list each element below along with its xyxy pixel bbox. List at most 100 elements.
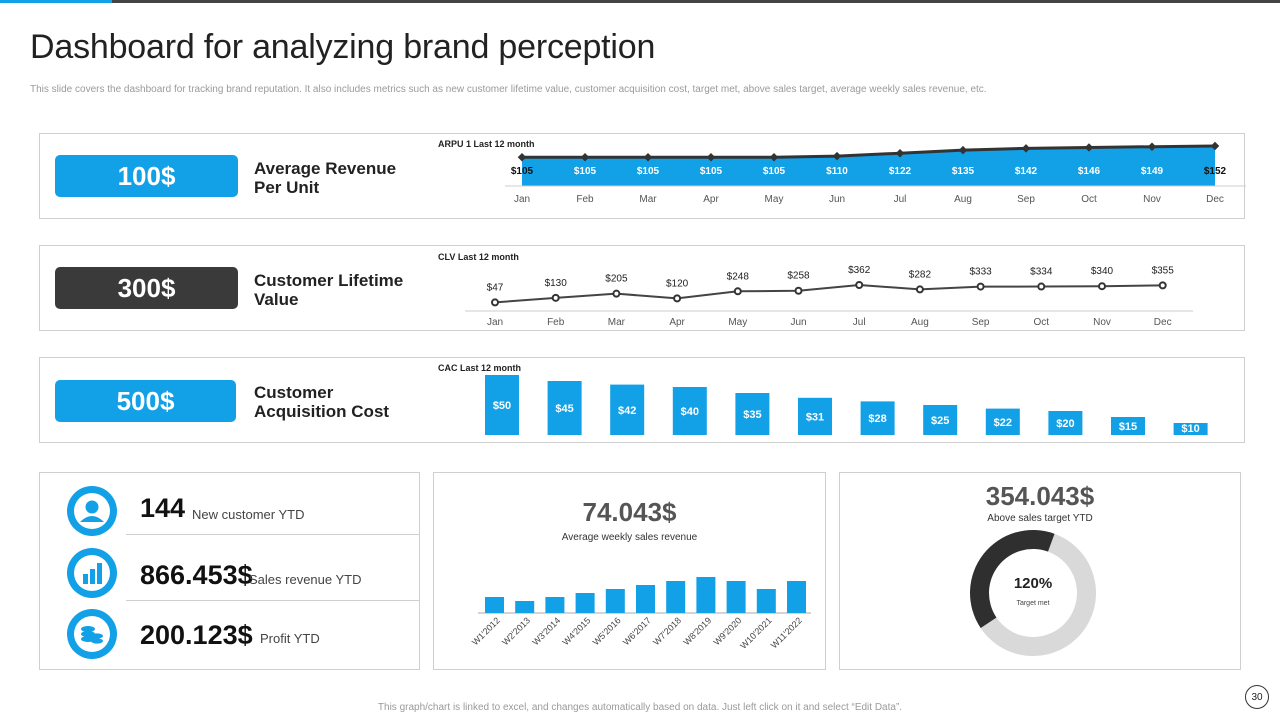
cac-data-label: $35	[743, 409, 761, 421]
weekly-bar	[666, 581, 686, 613]
target-center-value: 120%	[1013, 575, 1053, 592]
cac-bar	[672, 387, 707, 435]
clv-panel: 300$ Customer Lifetime Value CLV Last 12…	[39, 245, 1245, 331]
clv-tick-label: Sep	[972, 317, 990, 328]
cac-bar	[860, 401, 895, 435]
clv-tick-label: Aug	[911, 317, 929, 328]
user-icon	[67, 486, 117, 536]
arpu-tick-label: Aug	[954, 194, 972, 205]
weekly-bar	[515, 601, 535, 613]
clv-point	[976, 282, 985, 291]
clv-data-label: $340	[1091, 266, 1114, 277]
donut-slice	[980, 533, 1096, 656]
cac-bar	[610, 384, 645, 435]
top-rule	[0, 0, 1280, 3]
arpu-data-label: $122	[889, 166, 912, 177]
arpu-data-label: $146	[1078, 166, 1101, 177]
arpu-data-label: $105	[637, 166, 660, 177]
weekly-tick-label: W11'2022	[769, 615, 804, 650]
cac-bar-chart: $50 $45 $42 $40 $35 $31 $28 $25 $22 $20 $15 $10	[485, 375, 1208, 435]
cac-data-label: $40	[681, 406, 699, 418]
clv-point	[794, 286, 803, 295]
cac-data-label: $15	[1119, 421, 1137, 433]
sales-revenue-label: Sales revenue YTD	[249, 572, 362, 587]
stats-divider	[126, 534, 419, 535]
weekly-bar-chart: W1'2012W2'2013W3'2014W4'2015W5'2016W6'20…	[470, 577, 811, 651]
cac-data-label: $31	[806, 411, 824, 423]
page-number: 30	[1245, 685, 1269, 709]
arpu-tick-label: Mar	[639, 194, 657, 205]
arpu-data-label: $152	[1204, 166, 1227, 177]
cac-bar	[485, 375, 519, 435]
cac-bar	[1111, 417, 1145, 435]
arpu-data-label: $105	[700, 166, 723, 177]
cac-bar	[985, 408, 1020, 435]
clv-tick-label: Jan	[487, 317, 503, 328]
cac-bar	[735, 393, 770, 435]
ytd-stats-panel: 144 New customer YTD 866.453$ Sales reve…	[39, 472, 420, 670]
arpu-data-label: $142	[1015, 166, 1038, 177]
arpu-data-label: $149	[1141, 166, 1164, 177]
weekly-tick-label: W4'2015	[561, 615, 593, 647]
clv-point	[612, 289, 621, 298]
arpu-line	[522, 144, 1216, 159]
cac-data-label: $20	[1056, 418, 1074, 430]
cac-panel: 500$ Customer Acquisition Cost CAC Last …	[39, 357, 1245, 443]
arpu-kpi-box: 100$	[55, 155, 238, 197]
bar-chart-icon	[67, 548, 117, 598]
weekly-tick-label: W7'2018	[651, 615, 683, 647]
clv-point	[915, 285, 924, 294]
weekly-sales-caption: Average weekly sales revenue	[561, 532, 698, 543]
clv-point	[733, 287, 742, 296]
arpu-tick-label: Sep	[1017, 194, 1035, 205]
arpu-tick-label: Jan	[514, 194, 530, 205]
cac-kpi-label: Customer Acquisition Cost	[254, 383, 390, 421]
arpu-tick-label: Oct	[1081, 194, 1097, 205]
cac-bar	[798, 397, 832, 435]
arpu-tick-label: May	[765, 194, 784, 205]
target-caption: Above sales target YTD	[987, 513, 1093, 524]
clv-chart-title: CLV Last 12 month	[438, 252, 519, 262]
clv-kpi-label: Customer Lifetime Value	[254, 271, 404, 309]
arpu-kpi-label: Average Revenue Per Unit	[254, 159, 397, 197]
cac-bar	[923, 405, 958, 435]
arpu-data-label: $105	[574, 166, 597, 177]
clv-line	[494, 283, 1163, 304]
clv-data-label: $120	[666, 278, 689, 289]
weekly-bar	[696, 577, 716, 613]
new-customer-label: New customer YTD	[192, 507, 305, 522]
sales-revenue-value: 866.453$	[140, 560, 253, 590]
arpu-area	[522, 146, 1215, 186]
cac-chart-title: CAC Last 12 month	[438, 363, 522, 373]
clv-point	[1037, 282, 1046, 291]
target-value: 354.043$	[985, 481, 1095, 511]
clv-data-label: $334	[1030, 267, 1053, 278]
clv-data-label: $362	[848, 265, 871, 276]
clv-point	[1098, 282, 1106, 291]
page-subtitle: This slide covers the dashboard for trac…	[30, 84, 987, 95]
clv-data-label: $333	[969, 267, 992, 278]
footer-note: This graph/chart is linked to excel, and…	[377, 702, 903, 713]
target-center-label: Target met	[1016, 600, 1050, 607]
clv-tick-label: Mar	[608, 317, 626, 328]
weekly-tick-label: W6'2017	[621, 615, 653, 647]
clv-data-label: $258	[787, 271, 810, 282]
clv-data-label: $282	[909, 269, 932, 280]
clv-line-chart: $47 Jan $130 Feb $205 Mar $120 Apr $248 May $258 Ju…	[465, 265, 1193, 328]
weekly-tick-label: W3'2014	[530, 615, 562, 647]
coins-icon	[67, 609, 117, 659]
arpu-tick-label: Nov	[1143, 194, 1161, 205]
profit-value: 200.123$	[140, 620, 253, 650]
arpu-data-label: $105	[511, 166, 534, 177]
clv-kpi-box: 300$	[55, 267, 238, 309]
donut-slice	[970, 530, 1055, 629]
cac-data-label: $42	[618, 405, 636, 417]
weekly-bar	[575, 593, 595, 613]
weekly-sales-value: 74.043$	[582, 497, 677, 527]
new-customer-value: 144	[140, 493, 186, 523]
clv-tick-label: Oct	[1034, 317, 1050, 328]
clv-data-label: $355	[1152, 265, 1175, 276]
cac-data-label: $10	[1181, 423, 1199, 435]
clv-point	[491, 298, 499, 307]
clv-tick-label: Apr	[669, 317, 685, 328]
